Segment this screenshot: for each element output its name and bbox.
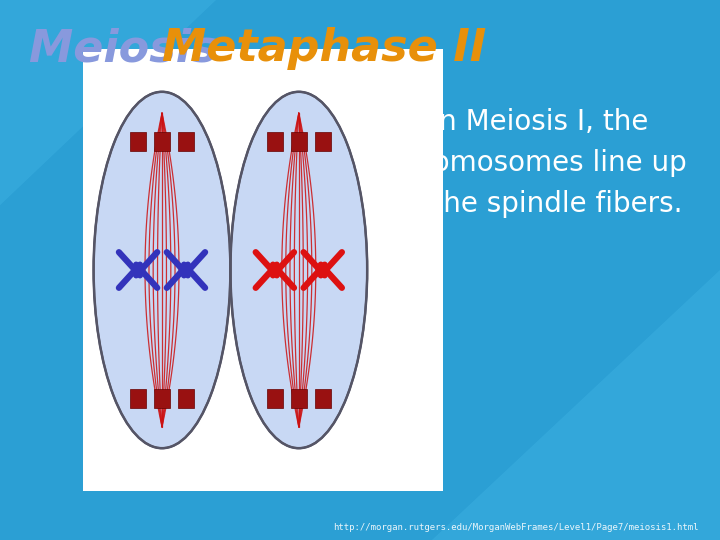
Text: Meiosis: Meiosis	[29, 27, 233, 70]
Polygon shape	[0, 0, 216, 205]
Text: http://morgan.rutgers.edu/MorganWebFrames/Level1/Page7/meiosis1.html: http://morgan.rutgers.edu/MorganWebFrame…	[333, 523, 698, 532]
FancyBboxPatch shape	[154, 132, 170, 151]
Polygon shape	[432, 270, 720, 540]
Text: Metaphase II: Metaphase II	[162, 27, 486, 70]
FancyBboxPatch shape	[154, 389, 170, 408]
FancyBboxPatch shape	[315, 389, 330, 408]
FancyBboxPatch shape	[83, 49, 443, 491]
FancyBboxPatch shape	[315, 132, 330, 151]
FancyBboxPatch shape	[291, 389, 307, 408]
Ellipse shape	[94, 92, 230, 448]
FancyBboxPatch shape	[267, 389, 283, 408]
FancyBboxPatch shape	[291, 132, 307, 151]
FancyBboxPatch shape	[178, 132, 194, 151]
Ellipse shape	[230, 92, 367, 448]
FancyBboxPatch shape	[178, 389, 194, 408]
Text: As in Meiosis I, the
chromosomes line up
on the spindle fibers.: As in Meiosis I, the chromosomes line up…	[389, 108, 687, 218]
FancyBboxPatch shape	[130, 132, 146, 151]
FancyBboxPatch shape	[130, 389, 146, 408]
FancyBboxPatch shape	[267, 132, 283, 151]
